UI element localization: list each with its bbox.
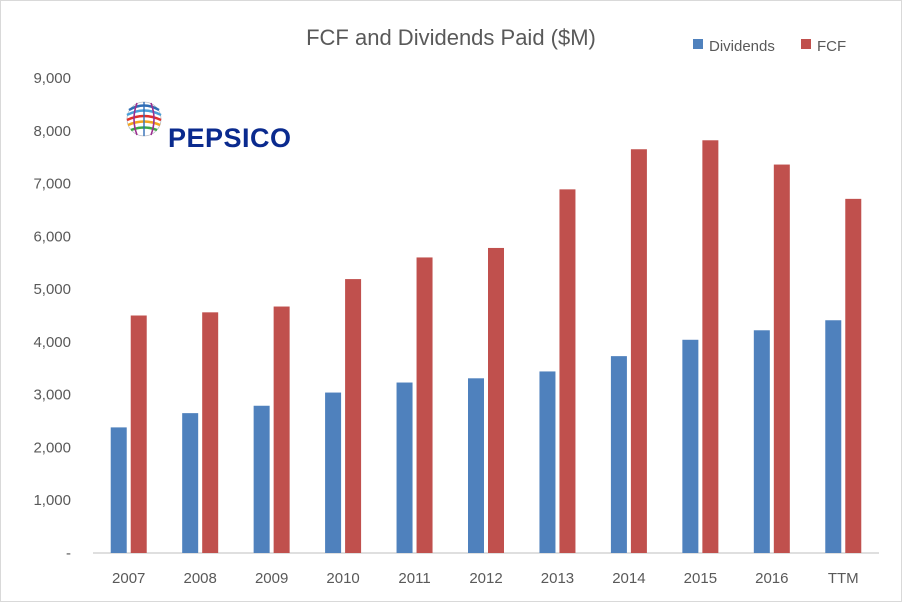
bar-fcf-ttm <box>845 198 862 553</box>
chart-title: FCF and Dividends Paid ($M) <box>306 25 596 50</box>
bar-dividends-2014 <box>610 356 627 553</box>
x-tick-label: 2016 <box>755 570 788 587</box>
legend: Dividends FCF <box>693 38 846 55</box>
bar-fcf-2010 <box>345 279 362 553</box>
bar-dividends-2011 <box>396 382 413 553</box>
x-tick-label: 2013 <box>541 570 574 587</box>
bar-fcf-2007 <box>130 315 147 553</box>
legend-label-fcf: FCF <box>817 38 846 55</box>
y-tick-label: 3,000 <box>33 387 71 404</box>
y-tick-label: 9,000 <box>33 70 71 87</box>
bar-dividends-2007 <box>110 427 127 553</box>
y-tick-label: 4,000 <box>33 334 71 351</box>
x-tick-label: 2009 <box>255 570 288 587</box>
x-tick-label: 2008 <box>183 570 216 587</box>
legend-swatch-fcf <box>801 39 811 49</box>
x-axis: 2007 2008 2009 2010 2011 2012 2013 2014 2015 2016… <box>93 552 879 587</box>
bar-fcf-2013 <box>559 189 576 553</box>
x-tick-label: 2010 <box>326 570 359 587</box>
bar-fcf-2015 <box>702 140 719 553</box>
x-tick-label: 2015 <box>684 570 717 587</box>
legend-swatch-dividends <box>693 39 703 49</box>
bar-fcf-2008 <box>202 312 219 553</box>
y-tick-label: 2,000 <box>33 439 71 456</box>
bar-dividends-2009 <box>253 405 270 553</box>
y-tick-label: - <box>66 545 71 562</box>
y-tick-label: 8,000 <box>33 123 71 140</box>
bar-dividends-ttm <box>825 320 842 553</box>
y-axis: - 1,000 2,000 3,000 4,000 5,000 6,000 7,000 8,00… <box>33 70 71 562</box>
bar-fcf-2014 <box>630 149 647 553</box>
x-tick-label: 2012 <box>469 570 502 587</box>
y-tick-label: 7,000 <box>33 176 71 193</box>
bar-dividends-2008 <box>182 413 199 553</box>
bars <box>110 140 862 554</box>
pepsico-wordmark: PEPSICO <box>168 123 292 153</box>
bar-fcf-2009 <box>273 306 290 553</box>
bar-dividends-2012 <box>468 378 484 553</box>
y-tick-label: 5,000 <box>33 281 71 298</box>
bar-dividends-2016 <box>753 330 770 553</box>
bar-dividends-2015 <box>682 339 699 553</box>
x-tick-label: 2007 <box>112 570 145 587</box>
bar-fcf-2016 <box>773 164 790 554</box>
bar-fcf-2011 <box>416 257 433 553</box>
y-tick-label: 6,000 <box>33 228 71 245</box>
pepsico-globe-icon <box>126 101 162 137</box>
y-tick-label: 1,000 <box>33 492 71 509</box>
bar-fcf-2012 <box>488 247 504 553</box>
x-tick-label: 2011 <box>398 570 430 587</box>
bar-dividends-2010 <box>325 392 342 553</box>
bar-dividends-2013 <box>539 371 556 553</box>
x-tick-label: TTM <box>828 570 859 587</box>
x-tick-label: 2014 <box>612 570 645 587</box>
legend-label-dividends: Dividends <box>709 38 775 55</box>
pepsico-logo: PEPSICO <box>126 101 292 153</box>
